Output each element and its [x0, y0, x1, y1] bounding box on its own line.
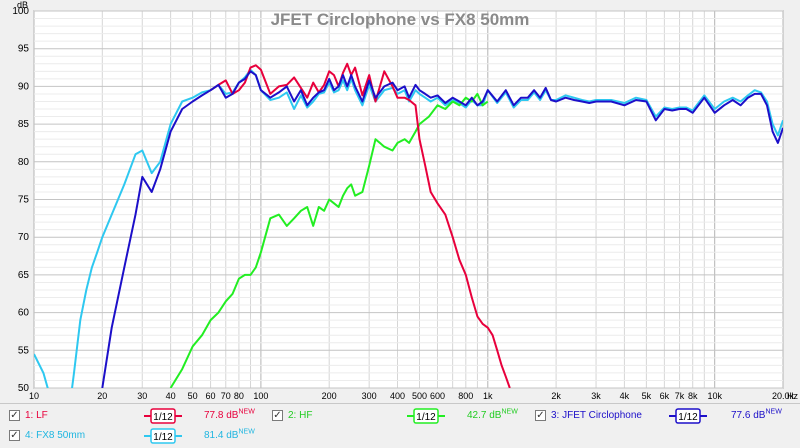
series-line: [101, 70, 783, 388]
legend-name-lf: 1: LF: [25, 410, 48, 421]
x-tick-label: 200: [322, 391, 337, 401]
y-tick-label: 50: [18, 383, 30, 394]
legend-level-fx8: 81.4 dB: [204, 430, 239, 441]
new-badge-lf: NEW: [238, 408, 255, 416]
legend-item-hf: ✓ 2: HF 1/12 42.7 dBNEW: [272, 407, 532, 425]
x-tick-label: 10: [29, 391, 39, 401]
chart-area: 50 55 60 65 70 75 80 85 90 95 100 10 20 30 40 50 60 70 80 1…: [0, 0, 800, 403]
y-tick-label: 60: [18, 308, 30, 319]
series-line: [210, 62, 511, 388]
legend-name-jfet: 3: JFET Circlophone: [551, 410, 642, 421]
legend-level-lf: 77.8 dB: [204, 410, 239, 421]
x-tick-label: 20.0k: [772, 391, 795, 401]
legend-checkbox-jfet[interactable]: ✓: [535, 410, 546, 421]
legend-name-fx8: 4: FX8 50mm: [25, 430, 86, 441]
legend-item-jfet: ✓ 3: JFET Circlophone 1/12 77.6 dBNEW: [535, 407, 797, 425]
y-tick-label: 70: [18, 232, 30, 243]
legend-panel: ✓ 1: LF 1/12 77.8 dBNEW ✓ 2: HF 1/12 42.…: [0, 403, 800, 448]
x-tick-label: 3k: [591, 391, 601, 401]
series-line: [34, 68, 783, 388]
x-tick-label: 60: [206, 391, 216, 401]
new-badge-hf: NEW: [501, 408, 518, 416]
legend-checkbox-hf[interactable]: ✓: [272, 410, 283, 421]
x-tick-label: 8k: [688, 391, 698, 401]
x-tick-label: 6k: [660, 391, 670, 401]
y-tick-label: 55: [18, 345, 30, 356]
legend-checkbox-lf[interactable]: ✓: [9, 410, 20, 421]
x-tick-label: 300: [362, 391, 377, 401]
x-tick-label: 600: [430, 391, 445, 401]
x-tick-label: 5k: [642, 391, 652, 401]
legend-item-fx8: ✓ 4: FX8 50mm 1/12 81.4 dBNEW: [9, 427, 269, 445]
series-line: [169, 92, 489, 388]
y-axis-unit: dB: [17, 0, 28, 10]
legend-item-lf: ✓ 1: LF 1/12 77.8 dBNEW: [9, 407, 269, 425]
x-tick-label: 40: [166, 391, 176, 401]
x-tick-label: 1k: [483, 391, 493, 401]
x-tick-label: 10k: [707, 391, 722, 401]
x-tick-label: 30: [137, 391, 147, 401]
legend-checkbox-fx8[interactable]: ✓: [9, 430, 20, 441]
new-badge-jfet: NEW: [765, 408, 782, 416]
x-tick-label: 2k: [551, 391, 561, 401]
y-tick-label: 85: [18, 119, 30, 130]
new-badge-fx8: NEW: [238, 428, 255, 436]
y-tick-label: 80: [18, 157, 30, 168]
x-tick-label: 50: [188, 391, 198, 401]
x-tick-label: 7k: [675, 391, 685, 401]
x-tick-label: 80: [234, 391, 244, 401]
y-tick-label: 90: [18, 81, 30, 92]
smoothing-button-jfet[interactable]: 1/12: [669, 408, 707, 424]
x-tick-label: 20: [97, 391, 107, 401]
y-tick-label: 100: [12, 6, 29, 17]
x-tick-label: 800: [458, 391, 473, 401]
smoothing-label-hf: 1/12: [416, 412, 436, 423]
smoothing-button-hf[interactable]: 1/12: [407, 408, 445, 424]
legend-level-hf: 42.7 dB: [467, 410, 502, 421]
x-tick-label: 500: [412, 391, 427, 401]
x-axis-unit: Hz: [787, 391, 798, 401]
y-tick-label: 65: [18, 270, 30, 281]
legend-level-jfet: 77.6 dB: [731, 410, 766, 421]
smoothing-label-lf: 1/12: [153, 412, 173, 423]
legend-name-hf: 2: HF: [288, 410, 313, 421]
x-tick-label: 400: [390, 391, 405, 401]
x-tick-label: 100: [253, 391, 268, 401]
y-tick-label: 75: [18, 195, 30, 206]
smoothing-button-lf[interactable]: 1/12: [144, 408, 182, 424]
smoothing-label-fx8: 1/12: [153, 432, 173, 443]
chart-title: JFET Circlophone vs FX8 50mm: [271, 10, 530, 29]
y-tick-label: 95: [18, 44, 30, 55]
x-tick-label: 4k: [620, 391, 630, 401]
smoothing-button-fx8[interactable]: 1/12: [144, 428, 182, 444]
x-tick-label: 70: [221, 391, 231, 401]
smoothing-label-jfet: 1/12: [678, 412, 698, 423]
